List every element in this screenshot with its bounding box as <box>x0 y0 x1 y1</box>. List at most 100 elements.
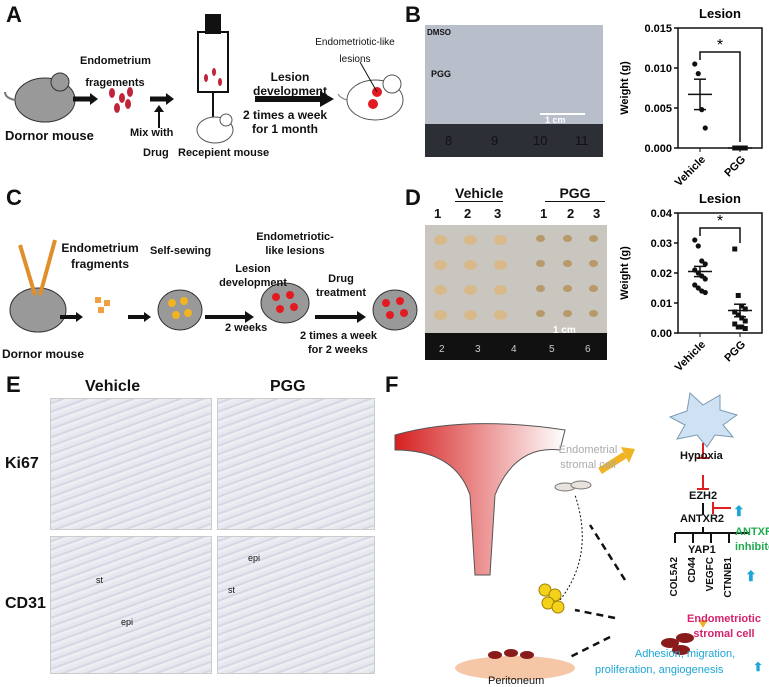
pgg-group-label: PGG <box>545 185 605 202</box>
lesion-mouse-icon <box>260 282 310 324</box>
y-tick-label: 0.01 <box>651 298 672 310</box>
ruler-label: 5 <box>549 344 555 355</box>
data-point <box>699 258 705 264</box>
y-tick-label: 0.010 <box>644 63 672 75</box>
lesion-cluster-icon <box>538 583 565 614</box>
data-point <box>695 243 701 249</box>
donor-label: Dornor mouse <box>5 128 94 143</box>
epi-label: epi <box>248 553 261 563</box>
col-label: 2 <box>464 206 472 221</box>
data-point <box>732 309 738 315</box>
ruler-10: 10 <box>533 133 548 148</box>
x-tick-label: Vehicle <box>673 339 708 374</box>
uterus-icon <box>394 423 566 576</box>
lesion-specimen <box>463 310 477 321</box>
fragments-icon <box>95 297 110 313</box>
e-row-ki67: Ki67 <box>5 455 39 472</box>
x-tick-label: PGG <box>722 339 748 365</box>
donor-label-c: Dornor mouse <box>2 347 85 361</box>
lesion-specimen <box>463 285 477 296</box>
lesion-specimen <box>562 235 572 243</box>
data-point <box>732 246 738 252</box>
mix-label-2: Drug <box>143 147 169 159</box>
data-point <box>695 71 701 77</box>
lesion-specimen <box>562 285 572 293</box>
stromal-cell-icon <box>554 480 592 492</box>
up-arrow-icon: ⬆ <box>753 660 764 674</box>
effects-label-2: proliferation, angiogenesis <box>595 664 724 676</box>
endo-cells-peritoneum-icon <box>488 649 534 659</box>
lesion-specimen <box>535 285 545 293</box>
schedule-label-c2: for 2 weeks <box>308 344 368 356</box>
donor-mouse-icon <box>4 72 76 123</box>
gene-ctnnb1: CTNNB1 <box>723 557 734 598</box>
data-point <box>742 306 748 312</box>
lesion-dev-label: Lesion development <box>252 70 327 98</box>
lesion-specimen <box>433 285 447 296</box>
dmso-label: DMSO <box>427 28 451 37</box>
ruler-8: 8 <box>445 133 453 148</box>
histology-vehicle-ki67 <box>50 398 212 530</box>
lesion-specimen <box>588 235 598 243</box>
x-tick-label: PGG <box>722 154 748 180</box>
scale-bar-label-d: 1 cm <box>553 325 576 336</box>
y-tick-label: 0.00 <box>651 328 672 340</box>
recipient-label: Recepient mouse <box>178 147 270 159</box>
histology-pgg-cd31: epi st <box>217 536 375 674</box>
col-label: 3 <box>593 206 601 221</box>
lesion-dev-label-c: Lesion development <box>219 263 287 289</box>
schedule-label-1: 2 times a week <box>243 108 328 122</box>
data-point <box>739 315 745 321</box>
lesion-specimen <box>588 310 598 318</box>
y-tick-label: 0.02 <box>651 268 672 280</box>
lesions-label-c: Endometriotic-like lesions <box>256 231 334 257</box>
panel-label-a: A <box>6 2 22 27</box>
data-point <box>732 321 738 327</box>
plot-frame <box>677 212 763 334</box>
col-label: 1 <box>434 206 442 221</box>
lesion-specimen <box>535 235 545 243</box>
fragments-label: Endometrium fragements <box>80 55 151 89</box>
chart-title: Lesion <box>699 6 741 21</box>
y-axis-label: Weight (g) <box>619 61 631 115</box>
ruler-9: 9 <box>491 133 499 148</box>
significance-marker: * <box>717 37 723 54</box>
panel-a-schematic <box>4 14 404 144</box>
self-sewing-mouse-icon <box>157 289 203 331</box>
data-point <box>739 303 745 309</box>
lesion-mouse-icon <box>337 61 404 121</box>
histology-vehicle-cd31: st epi <box>50 536 212 674</box>
lesion-specimen <box>535 260 545 268</box>
peritoneum-icon <box>455 656 575 680</box>
lesion-specimen <box>433 310 447 321</box>
data-point <box>702 276 708 282</box>
plot-frame <box>677 27 763 149</box>
lesion-specimen <box>493 260 507 271</box>
up-arrow-icon: ⬆ <box>733 503 745 519</box>
vehicle-group-label: Vehicle <box>455 185 504 202</box>
data-point <box>702 125 708 131</box>
donor-mouse-icon <box>9 239 67 333</box>
stromal-cell-label: Endometrial stromal cell <box>558 444 618 471</box>
ruler-label: 6 <box>585 344 591 355</box>
chart-d-lesion-weight: Lesion 0.00 0.01 0.02 0.03 0.04 Weight (g) Vehi… <box>619 191 763 374</box>
ruler-11: 11 <box>575 133 589 148</box>
col-label: 3 <box>494 206 502 221</box>
ruler-label: 3 <box>475 344 481 355</box>
panel-c-schematic <box>9 239 418 333</box>
lesion-specimen <box>493 235 507 246</box>
e-col-pgg: PGG <box>270 378 306 395</box>
pgg-label: PGG <box>431 69 452 79</box>
lesion-specimen <box>562 260 572 268</box>
chart-title: Lesion <box>699 191 741 206</box>
panel-label-d: D <box>405 185 421 210</box>
significance-bracket <box>699 227 741 243</box>
data-point <box>742 318 748 324</box>
panel-label-c: C <box>6 185 22 210</box>
gene-col5a2: COL5A2 <box>669 557 680 597</box>
lesion-specimen <box>562 310 572 318</box>
schedule-label-2: for 1 month <box>252 122 318 136</box>
data-point <box>692 61 698 67</box>
y-axis-label: Weight (g) <box>619 246 631 300</box>
data-point <box>735 324 741 330</box>
